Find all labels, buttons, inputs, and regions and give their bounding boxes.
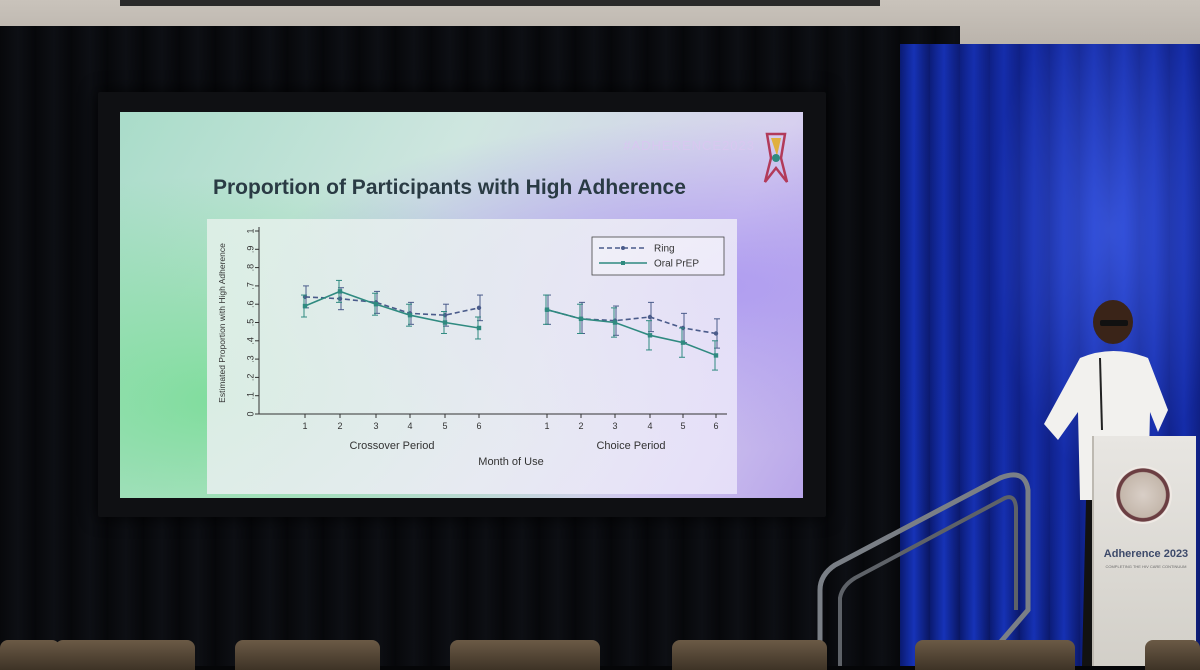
audience-chair	[672, 640, 827, 670]
y-tick-label: 1	[245, 228, 255, 233]
data-point	[442, 320, 448, 325]
y-tick-label: .8	[245, 264, 255, 272]
data-point	[476, 325, 482, 331]
data-point	[337, 296, 343, 301]
x-tick-label: 6	[713, 421, 718, 431]
x-tick-label: 2	[578, 421, 583, 431]
y-tick-label: 0	[245, 411, 255, 416]
data-point	[544, 307, 550, 312]
data-point	[337, 289, 343, 294]
x-tick-label: 3	[373, 421, 378, 431]
podium: Adherence 2023 COMPLETING THE HIV CARE C…	[1092, 436, 1196, 666]
audience-chair	[235, 640, 380, 670]
y-tick-label: .5	[245, 319, 255, 327]
y-tick-label: .6	[245, 300, 255, 308]
data-point	[302, 303, 308, 309]
conference-logo-icon	[763, 132, 789, 183]
y-axis-label: Estimated Proportion with High Adherence	[217, 243, 227, 403]
legend-marker	[621, 261, 625, 265]
x-tick-label: 6	[476, 421, 481, 431]
x-tick-label: 4	[647, 421, 652, 431]
x-tick-label: 1	[302, 421, 307, 431]
data-point	[713, 353, 719, 358]
audience-chair	[1145, 640, 1200, 670]
legend-marker	[621, 246, 625, 250]
audience-chair	[55, 640, 195, 670]
series-line-1	[304, 290, 480, 329]
x-tick-label: 5	[680, 421, 685, 431]
data-point	[407, 312, 413, 318]
audience-chair	[915, 640, 1075, 670]
x-tick-label: 1	[544, 421, 549, 431]
data-point	[442, 312, 448, 318]
podium-sign: Adherence 2023	[1103, 548, 1189, 560]
chart-panel: 0 .1 .2 .3 .4 .5 .6 .7 .8 .9 1 1 2 3 4 5 6 1 2 3 4 5 6 Crossove…	[207, 219, 737, 494]
presentation-slide: #ADHERENCE2023 Proportion of Participant…	[120, 112, 803, 498]
x-tick-label: 2	[337, 421, 342, 431]
slide-title: Proportion of Participants with High Adh…	[213, 176, 686, 199]
y-tick-label: .9	[245, 246, 255, 254]
period-label-crossover: Crossover Period	[350, 440, 435, 452]
period-label-choice: Choice Period	[596, 440, 665, 452]
data-point	[612, 320, 618, 325]
x-tick-label: 4	[407, 421, 412, 431]
data-point	[647, 333, 653, 338]
y-tick-label: .2	[245, 374, 255, 382]
x-tick-label: 3	[612, 421, 617, 431]
ceiling-band	[120, 0, 880, 6]
series-line-0	[546, 308, 717, 335]
legend-label: Ring	[654, 244, 675, 255]
data-point	[476, 305, 482, 311]
podium-subtext: COMPLETING THE HIV CARE CONTINUUM	[1105, 564, 1187, 569]
y-tick-label: .1	[245, 392, 255, 400]
stair-railing	[817, 472, 1031, 666]
series-line-1	[546, 308, 717, 357]
audience-chair	[0, 640, 60, 670]
series-line-0	[304, 296, 480, 316]
data-point	[373, 302, 379, 307]
slide-hashtag: #ADHERENCE2023	[623, 138, 755, 153]
data-point	[578, 316, 584, 322]
x-axis-label: Month of Use	[478, 456, 543, 468]
data-point	[647, 314, 653, 320]
legend-label: Oral PrEP	[654, 259, 699, 270]
y-tick-label: .4	[245, 337, 255, 345]
adherence-line-chart: 0 .1 .2 .3 .4 .5 .6 .7 .8 .9 1 1 2 3 4 5 6 1 2 3 4 5 6 Crossove…	[217, 227, 727, 468]
y-tick-label: .7	[245, 282, 255, 290]
data-point	[713, 331, 719, 336]
audience-chair	[450, 640, 600, 670]
data-point	[680, 340, 686, 345]
x-tick-label: 5	[442, 421, 447, 431]
y-tick-label: .3	[245, 355, 255, 363]
legend-box	[591, 236, 725, 276]
podium-seal-icon	[1114, 466, 1172, 524]
